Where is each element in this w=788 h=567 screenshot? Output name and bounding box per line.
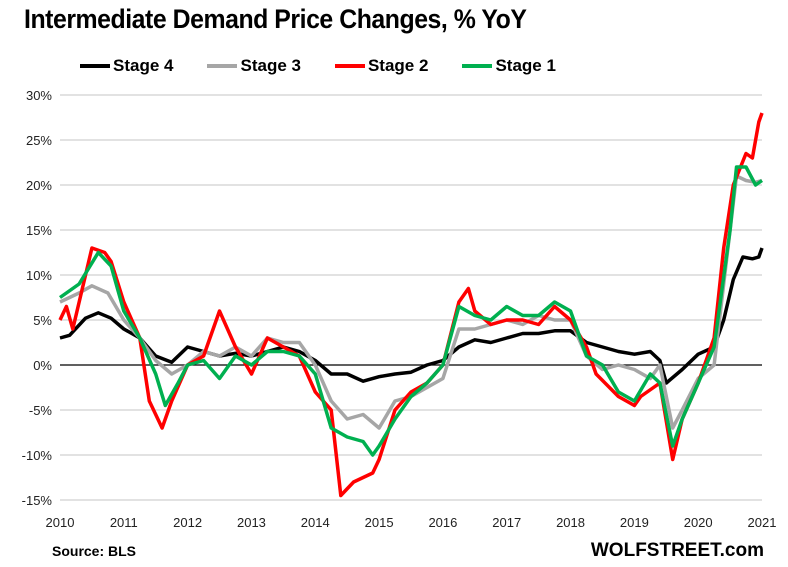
chart-title: Intermediate Demand Price Changes, % YoY bbox=[24, 4, 527, 34]
x-tick-label: 2010 bbox=[46, 515, 75, 530]
legend-swatch bbox=[80, 64, 110, 68]
y-tick-label: -15% bbox=[22, 493, 53, 508]
x-tick-label: 2017 bbox=[492, 515, 521, 530]
legend-label: Stage 2 bbox=[367, 56, 429, 75]
x-tick-label: 2015 bbox=[365, 515, 394, 530]
x-tick-label: 2013 bbox=[237, 515, 266, 530]
x-tick-label: 2014 bbox=[301, 515, 330, 530]
y-tick-label: 25% bbox=[26, 133, 52, 148]
legend-item-stage-2: Stage 2 bbox=[334, 56, 429, 76]
y-tick-label: 15% bbox=[26, 223, 52, 238]
x-tick-label: 2021 bbox=[748, 515, 777, 530]
y-tick-label: 10% bbox=[26, 268, 52, 283]
x-tick-label: 2019 bbox=[620, 515, 649, 530]
y-tick-label: 30% bbox=[26, 88, 52, 103]
x-tick-label: 2016 bbox=[428, 515, 457, 530]
legend: Stage 4 Stage 3 Stage 2 Stage 1 bbox=[80, 56, 556, 76]
legend-swatch bbox=[334, 64, 365, 68]
legend-label: Stage 1 bbox=[495, 56, 556, 75]
legend-label: Stage 3 bbox=[240, 56, 301, 75]
x-tick-label: 2012 bbox=[173, 515, 202, 530]
y-tick-label: -5% bbox=[29, 403, 53, 418]
series-line-stage-4 bbox=[59, 247, 764, 385]
y-tick-label: 5% bbox=[33, 313, 52, 328]
legend-swatch bbox=[207, 64, 238, 68]
legend-item-stage-4: Stage 4 bbox=[80, 56, 173, 76]
y-tick-label: 0% bbox=[33, 358, 52, 373]
legend-swatch bbox=[462, 64, 493, 68]
x-tick-label: 2020 bbox=[684, 515, 713, 530]
source-note: Source: BLS bbox=[52, 543, 137, 559]
x-tick-label: 2018 bbox=[556, 515, 585, 530]
legend-item-stage-1: Stage 1 bbox=[462, 56, 556, 76]
legend-item-stage-3: Stage 3 bbox=[207, 56, 301, 76]
y-tick-label: 20% bbox=[26, 178, 52, 193]
x-tick-label: 2011 bbox=[110, 515, 138, 530]
y-tick-label: -10% bbox=[22, 448, 53, 463]
series-line-stage-2 bbox=[58, 112, 764, 498]
brand-logo: WOLFSTREET.com bbox=[590, 540, 764, 561]
legend-label: Stage 4 bbox=[113, 56, 174, 75]
series-line-stage-1 bbox=[58, 165, 764, 457]
